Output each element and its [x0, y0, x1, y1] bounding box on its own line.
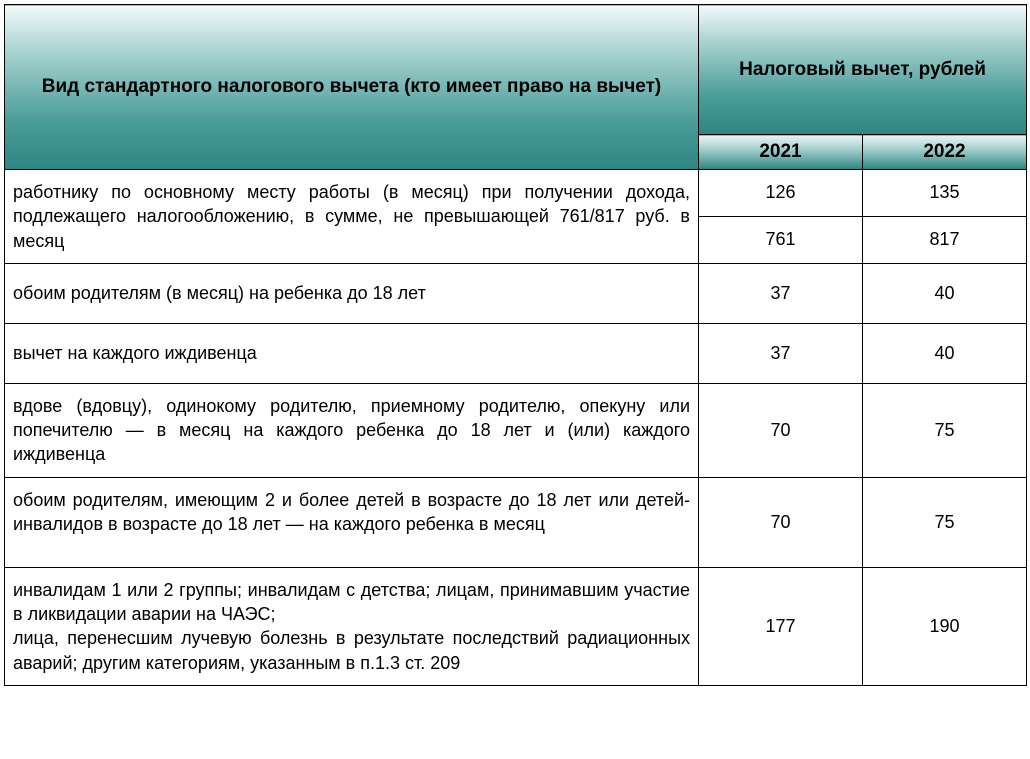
table-row: вычет на каждого иждивенца 37 40: [5, 323, 1027, 383]
tax-deduction-table: Вид стандартного налогового вычета (кто …: [4, 4, 1027, 686]
table-row: вдове (вдовцу), одинокому родителю, прие…: [5, 383, 1027, 477]
value-cell: 40: [863, 323, 1027, 383]
header-deduction-type: Вид стандартного налогового вычета (кто …: [5, 5, 699, 170]
desc-cell: инвалидам 1 или 2 группы; инвалидам с де…: [5, 567, 699, 685]
desc-cell: обоим родителям (в месяц) на ребенка до …: [5, 263, 699, 323]
value-cell: 126: [699, 170, 863, 217]
value-cell: 761: [699, 216, 863, 263]
table-row: обоим родителям (в месяц) на ребенка до …: [5, 263, 1027, 323]
desc-cell: обоим родителям, имеющим 2 и более детей…: [5, 477, 699, 567]
table-row: работнику по основному месту работы (в м…: [5, 170, 1027, 217]
table-row: обоим родителям, имеющим 2 и более детей…: [5, 477, 1027, 567]
header-year-1: 2021: [699, 135, 863, 170]
desc-cell: работнику по основному месту работы (в м…: [5, 170, 699, 264]
table-row: инвалидам 1 или 2 группы; инвалидам с де…: [5, 567, 1027, 685]
value-cell: 190: [863, 567, 1027, 685]
value-cell: 70: [699, 383, 863, 477]
value-cell: 40: [863, 263, 1027, 323]
value-cell: 75: [863, 477, 1027, 567]
value-cell: 135: [863, 170, 1027, 217]
value-cell: 177: [699, 567, 863, 685]
value-cell: 75: [863, 383, 1027, 477]
header-year-2: 2022: [863, 135, 1027, 170]
header-amount-group: Налоговый вычет, рублей: [699, 5, 1027, 135]
value-cell: 817: [863, 216, 1027, 263]
desc-cell: вычет на каждого иждивенца: [5, 323, 699, 383]
value-cell: 37: [699, 263, 863, 323]
value-cell: 37: [699, 323, 863, 383]
desc-cell: вдове (вдовцу), одинокому родителю, прие…: [5, 383, 699, 477]
value-cell: 70: [699, 477, 863, 567]
